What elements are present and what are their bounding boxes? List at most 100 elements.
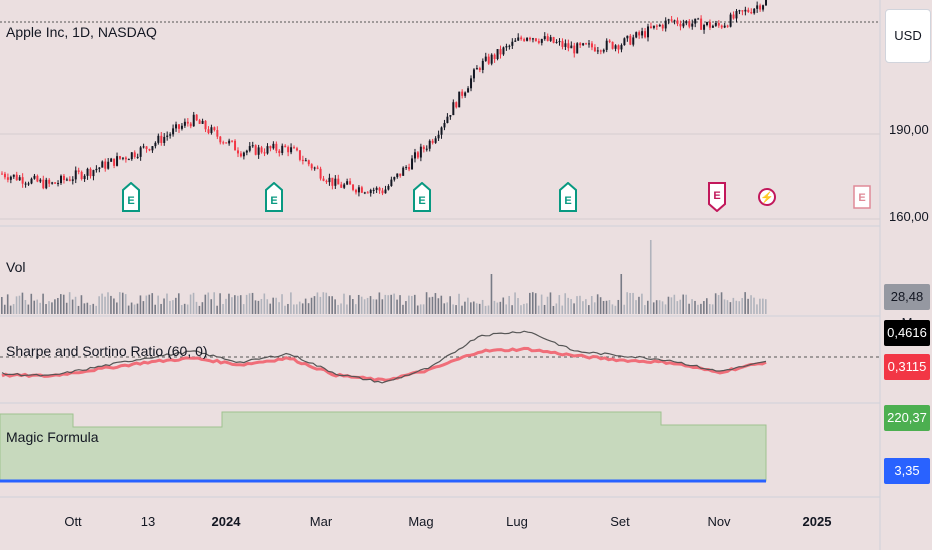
split-marker-icon[interactable]: ⚡ xyxy=(758,182,776,212)
volume-bar xyxy=(189,294,192,314)
candle-body xyxy=(177,124,180,129)
volume-bar xyxy=(213,292,215,314)
volume-bar xyxy=(363,299,366,314)
volume-bar xyxy=(192,292,195,314)
candle-body xyxy=(169,134,172,136)
candle-body xyxy=(396,173,399,178)
candle-body xyxy=(644,31,647,38)
candle-body xyxy=(632,37,635,45)
volume-bar xyxy=(493,300,496,314)
volume-bar xyxy=(325,292,328,314)
volume-bar xyxy=(561,305,564,314)
symbol-title[interactable]: Apple Inc, 1D, NASDAQ xyxy=(6,24,157,40)
earnings-marker-icon[interactable]: E xyxy=(559,181,577,212)
candle-body xyxy=(670,19,673,21)
candle-body xyxy=(652,25,655,28)
volume-bar xyxy=(272,297,274,314)
earnings-marker-icon[interactable]: E xyxy=(708,182,726,213)
candle-body xyxy=(661,24,664,29)
volume-bar xyxy=(703,301,705,314)
volume-bar xyxy=(65,302,68,314)
candle-body xyxy=(617,45,620,50)
candle-body xyxy=(6,177,9,180)
candle-body xyxy=(534,38,537,42)
candle-body xyxy=(110,158,113,162)
candle-body xyxy=(694,18,697,24)
volume-bar xyxy=(413,294,416,314)
sharpe-pane-title[interactable]: Sharpe and Sortino Ratio (60, 0) xyxy=(6,343,208,359)
earnings-marker-icon[interactable]: E xyxy=(265,181,283,212)
volume-bar xyxy=(735,300,738,314)
sortino-value-tag: 0,3115 xyxy=(884,354,930,380)
candle-body xyxy=(738,10,741,12)
volume-bar xyxy=(201,302,204,314)
volume-bar xyxy=(228,293,230,314)
magic-value-tag: 220,37 xyxy=(884,405,930,431)
volume-pane-title[interactable]: Vol xyxy=(6,259,26,275)
volume-bar xyxy=(130,302,133,314)
volume-bar xyxy=(490,274,493,314)
candle-body xyxy=(263,152,266,154)
marker-glyph: E xyxy=(418,195,425,207)
candle-body xyxy=(667,19,670,21)
volume-bar xyxy=(514,292,516,314)
volume-bar xyxy=(685,294,687,314)
candle-body xyxy=(307,160,310,165)
candle-body xyxy=(658,24,661,27)
magic-pane-title[interactable]: Magic Formula xyxy=(6,429,99,445)
candle-body xyxy=(526,37,529,41)
volume-bar xyxy=(354,304,357,314)
volume-bar xyxy=(523,303,525,314)
volume-bar xyxy=(9,305,12,314)
volume-bar xyxy=(411,295,413,314)
candle-body xyxy=(549,37,552,41)
candle-body xyxy=(685,21,688,24)
volume-bar xyxy=(39,302,41,314)
candle-body xyxy=(706,22,709,25)
candle-body xyxy=(422,146,425,150)
candle-body xyxy=(691,23,694,27)
volume-bar xyxy=(198,305,201,314)
earnings-marker-icon[interactable]: E xyxy=(122,181,140,212)
volume-bar xyxy=(95,305,97,314)
candle-body xyxy=(298,150,301,160)
volume-bar xyxy=(275,297,277,314)
candle-body xyxy=(3,173,6,178)
volume-bar xyxy=(673,294,676,314)
volume-bar xyxy=(484,305,487,314)
candle-body xyxy=(310,164,313,169)
volume-bar xyxy=(679,299,682,314)
candle-body xyxy=(537,41,540,43)
volume-bar xyxy=(670,297,673,314)
volume-bar xyxy=(611,304,614,314)
volume-bar xyxy=(605,300,608,314)
currency-button[interactable]: USD xyxy=(885,9,931,63)
candle-body xyxy=(590,43,593,48)
earnings-marker-icon[interactable]: E xyxy=(853,182,871,212)
volume-bar xyxy=(139,295,142,314)
candle-body xyxy=(741,10,744,12)
volume-bar xyxy=(449,296,451,314)
earnings-marker-icon[interactable]: E xyxy=(413,181,431,212)
candle-body xyxy=(744,9,747,12)
volume-bar xyxy=(204,294,207,314)
candle-body xyxy=(42,179,45,189)
candle-body xyxy=(711,25,714,28)
candle-body xyxy=(45,179,48,189)
volume-bar xyxy=(437,298,440,314)
candle-body xyxy=(455,102,458,108)
volume-bar xyxy=(166,293,168,314)
candle-body xyxy=(354,189,357,193)
candle-body xyxy=(649,26,652,28)
candle-body xyxy=(186,121,189,124)
candle-body xyxy=(588,43,591,45)
candle-body xyxy=(195,114,198,121)
candle-body xyxy=(387,185,390,190)
volume-bar xyxy=(366,297,369,314)
sharpe-value-tag: 0,4616 xyxy=(884,320,930,346)
candle-body xyxy=(293,147,296,149)
volume-bar xyxy=(393,293,395,314)
candle-body xyxy=(222,142,225,144)
candle-body xyxy=(434,138,437,143)
